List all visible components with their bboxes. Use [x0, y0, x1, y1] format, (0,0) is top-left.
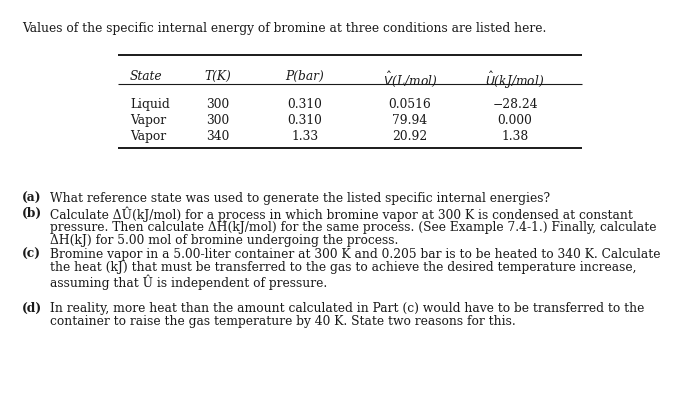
Text: T(K): T(K) [204, 70, 232, 83]
Text: 340: 340 [206, 130, 230, 143]
Text: Calculate ΔÛ(kJ/mol) for a process in which bromine vapor at 300 K is condensed : Calculate ΔÛ(kJ/mol) for a process in wh… [50, 207, 633, 223]
Text: 0.310: 0.310 [288, 98, 323, 111]
Text: $\hat{U}$(kJ/mol): $\hat{U}$(kJ/mol) [485, 70, 545, 91]
Text: (c): (c) [22, 248, 41, 261]
Text: −28.24: −28.24 [492, 98, 538, 111]
Text: (a): (a) [22, 192, 41, 205]
Text: P(bar): P(bar) [286, 70, 324, 83]
Text: Bromine vapor in a 5.00-liter container at 300 K and 0.205 bar is to be heated t: Bromine vapor in a 5.00-liter container … [50, 248, 661, 261]
Text: In reality, more heat than the amount calculated in Part (c) would have to be tr: In reality, more heat than the amount ca… [50, 302, 645, 315]
Text: 20.92: 20.92 [393, 130, 428, 143]
Text: 0.0516: 0.0516 [389, 98, 431, 111]
Text: (b): (b) [22, 207, 42, 220]
Text: assuming that Û is independent of pressure.: assuming that Û is independent of pressu… [50, 275, 328, 291]
Text: 79.94: 79.94 [393, 114, 428, 127]
Text: Values of the specific internal energy of bromine at three conditions are listed: Values of the specific internal energy o… [22, 22, 547, 35]
Text: ΔH(kJ) for 5.00 mol of bromine undergoing the process.: ΔH(kJ) for 5.00 mol of bromine undergoin… [50, 234, 398, 247]
Text: 300: 300 [206, 114, 230, 127]
Text: $\hat{V}$(L/mol): $\hat{V}$(L/mol) [383, 70, 438, 89]
Text: Liquid: Liquid [130, 98, 169, 111]
Text: Vapor: Vapor [130, 130, 166, 143]
Text: State: State [130, 70, 162, 83]
Text: 300: 300 [206, 98, 230, 111]
Text: the heat (kJ) that must be transferred to the gas to achieve the desired tempera: the heat (kJ) that must be transferred t… [50, 262, 636, 275]
Text: (d): (d) [22, 302, 42, 315]
Text: 1.33: 1.33 [291, 130, 318, 143]
Text: 0.000: 0.000 [498, 114, 533, 127]
Text: pressure. Then calculate ΔĤ(kJ/mol) for the same process. (See Example 7.4-1.) : pressure. Then calculate ΔĤ(kJ/mol) for… [50, 220, 657, 234]
Text: 1.38: 1.38 [501, 130, 528, 143]
Text: container to raise the gas temperature by 40 K. State two reasons for this.: container to raise the gas temperature b… [50, 315, 516, 328]
Text: What reference state was used to generate the listed specific internal energies?: What reference state was used to generat… [50, 192, 550, 205]
Text: 0.310: 0.310 [288, 114, 323, 127]
Text: Vapor: Vapor [130, 114, 166, 127]
